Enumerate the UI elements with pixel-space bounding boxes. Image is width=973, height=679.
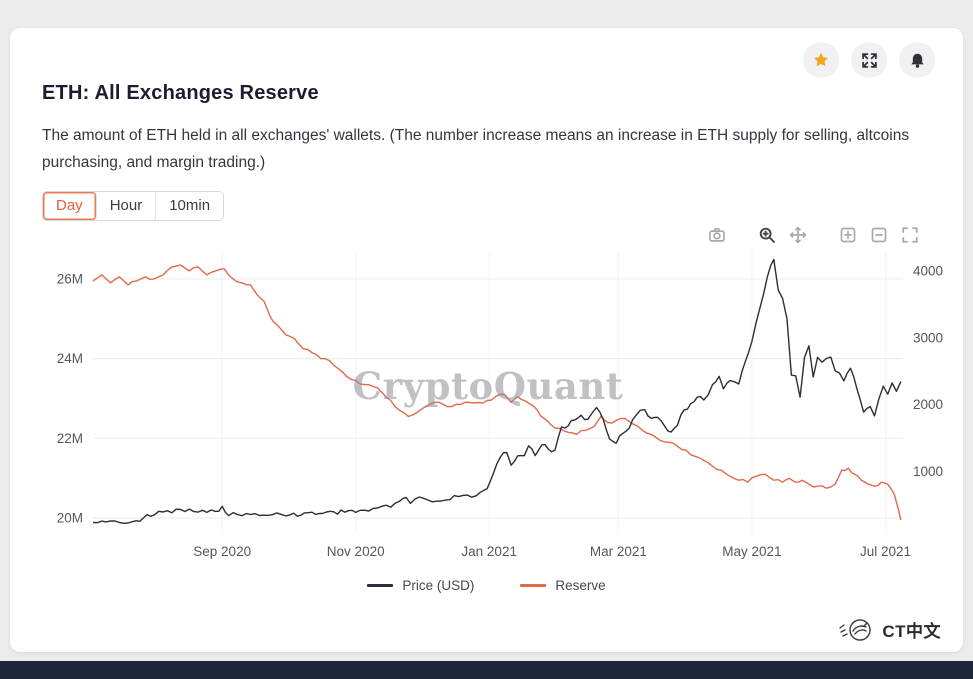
- chart-area: Sep 2020 Nov 2020 Jan 2021 Mar 2021 May 2021…: [28, 216, 943, 566]
- star-icon: [813, 52, 829, 67]
- zoom-button[interactable]: [758, 226, 776, 244]
- chart-card: ETH: All Exchanges Reserve The amount of…: [10, 28, 963, 652]
- svg-text:3000: 3000: [913, 330, 943, 345]
- chart-legend: Price (USD) Reserve: [10, 578, 963, 593]
- svg-text:2000: 2000: [913, 397, 943, 412]
- page-title: ETH: All Exchanges Reserve: [42, 82, 319, 104]
- header-actions: [803, 42, 935, 78]
- zoom-out-button[interactable]: [870, 226, 888, 244]
- camera-button[interactable]: [708, 226, 726, 244]
- svg-text:Nov 2020: Nov 2020: [327, 544, 385, 559]
- legend-item-price[interactable]: Price (USD): [367, 578, 474, 593]
- chart[interactable]: Sep 2020 Nov 2020 Jan 2021 Mar 2021 May 2021…: [28, 216, 943, 566]
- pan-icon: [789, 226, 807, 244]
- page-description: The amount of ETH held in all exchanges'…: [42, 127, 910, 171]
- reserve-line-swatch: [520, 584, 547, 587]
- bell-icon: [910, 53, 924, 68]
- svg-text:20M: 20M: [57, 511, 83, 526]
- brand-logo-icon: [839, 619, 872, 641]
- legend-label: Reserve: [555, 578, 606, 593]
- interval-tab-10min[interactable]: 10min: [156, 192, 224, 220]
- autoscale-button[interactable]: [901, 226, 919, 244]
- zoom-in-icon: [840, 227, 856, 243]
- svg-text:26M: 26M: [57, 271, 83, 286]
- brand-name: CT中文: [882, 621, 941, 641]
- chart-toolbar: [708, 226, 919, 244]
- price-line-swatch: [367, 584, 394, 587]
- svg-text:22M: 22M: [57, 431, 83, 446]
- zoom-icon: [759, 227, 775, 243]
- legend-label: Price (USD): [402, 578, 475, 593]
- camera-icon: [709, 228, 725, 242]
- interval-tab-hour[interactable]: Hour: [96, 192, 157, 220]
- interval-tab-day[interactable]: Day: [43, 192, 97, 220]
- svg-text:1000: 1000: [913, 464, 943, 479]
- autoscale-icon: [902, 227, 918, 243]
- brand-watermark: CT中文: [838, 614, 941, 644]
- svg-text:Jan 2021: Jan 2021: [461, 544, 517, 559]
- svg-text:4000: 4000: [913, 264, 943, 279]
- bottom-bar: [0, 661, 973, 679]
- pan-button[interactable]: [789, 226, 807, 244]
- favorite-star-button[interactable]: [803, 42, 839, 78]
- legend-item-reserve[interactable]: Reserve: [520, 578, 606, 593]
- fullscreen-button[interactable]: [851, 42, 887, 78]
- svg-text:Jul 2021: Jul 2021: [860, 544, 911, 559]
- svg-text:Sep 2020: Sep 2020: [193, 544, 251, 559]
- svg-text:24M: 24M: [57, 351, 83, 366]
- svg-text:Mar 2021: Mar 2021: [590, 544, 647, 559]
- notifications-button[interactable]: [899, 42, 935, 78]
- fullscreen-icon: [861, 52, 877, 68]
- zoom-in-button[interactable]: [839, 226, 857, 244]
- interval-tabs: Day Hour 10min: [42, 191, 225, 221]
- zoom-out-icon: [871, 227, 887, 243]
- svg-text:May 2021: May 2021: [722, 544, 781, 559]
